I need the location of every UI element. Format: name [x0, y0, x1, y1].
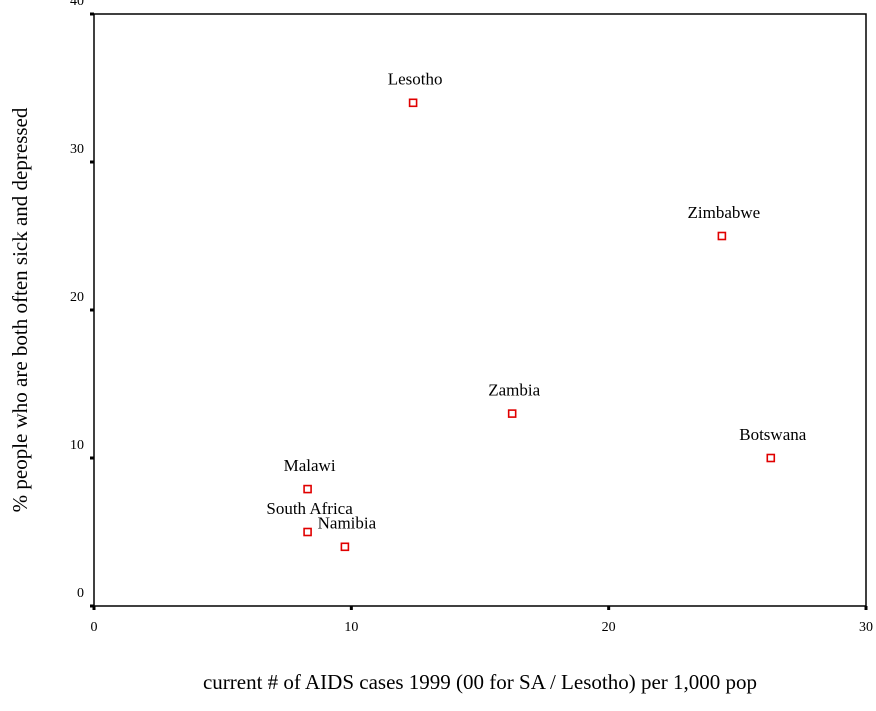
- x-axis-title: current # of AIDS cases 1999 (00 for SA …: [203, 670, 757, 694]
- y-tick-label: 20: [70, 290, 84, 305]
- point: [340, 542, 350, 552]
- point-label: Namibia: [318, 514, 377, 533]
- point: [303, 484, 312, 494]
- point-label: Lesotho: [388, 70, 443, 89]
- point: [303, 527, 312, 537]
- y-tick-label: 30: [70, 142, 84, 157]
- point-label: Malawi: [284, 456, 336, 475]
- point: [717, 231, 727, 241]
- y-tick-label: 40: [70, 0, 84, 9]
- y-tick-label: 0: [77, 586, 84, 601]
- point: [766, 453, 776, 463]
- x-tick-label: 10: [344, 620, 358, 635]
- point: [408, 98, 418, 108]
- y-axis-title: % people who are both often sick and dep…: [8, 107, 32, 512]
- point-label: Zimbabwe: [688, 203, 761, 222]
- point-label: Zambia: [488, 381, 540, 400]
- point: [507, 409, 517, 418]
- point-label: South Africa: [266, 499, 353, 518]
- x-tick-label: 0: [91, 620, 98, 635]
- point-label: Botswana: [739, 425, 807, 444]
- y-tick-label: 10: [70, 438, 84, 453]
- x-tick-label: 20: [602, 620, 616, 635]
- x-tick-label: 30: [859, 620, 873, 635]
- plot-frame: [93, 13, 867, 607]
